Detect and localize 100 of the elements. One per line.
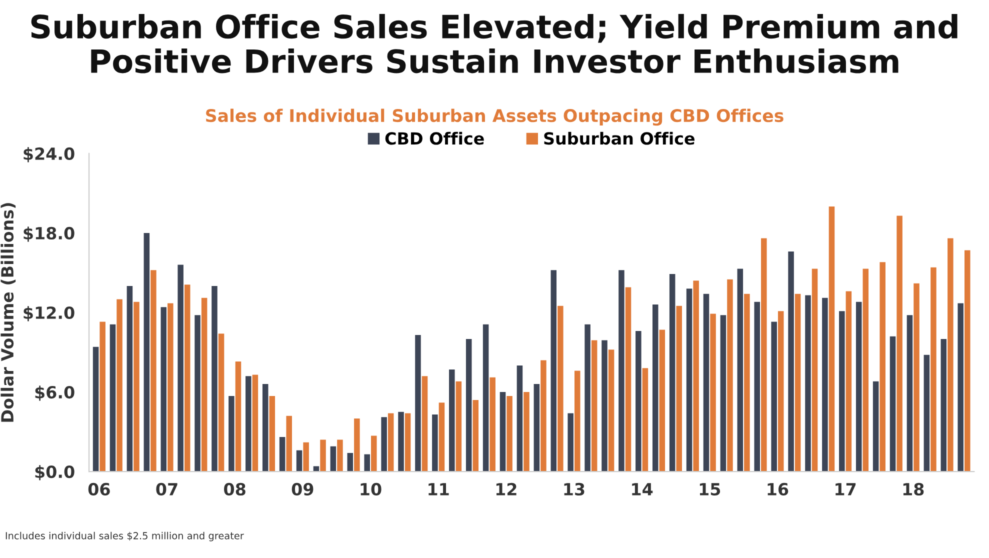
bar — [727, 279, 733, 472]
bar — [116, 299, 122, 472]
bar — [303, 442, 309, 472]
bar — [880, 262, 886, 472]
bar — [320, 440, 326, 472]
bar — [608, 350, 614, 472]
bar — [568, 413, 574, 472]
bar — [686, 288, 692, 472]
legend-label: Suburban Office — [544, 132, 694, 145]
bar — [371, 436, 377, 472]
bar — [100, 322, 106, 472]
bar — [228, 396, 234, 472]
bar — [472, 400, 479, 472]
bar — [659, 330, 666, 472]
bar — [252, 374, 258, 472]
bar — [856, 302, 862, 472]
bar — [364, 454, 370, 472]
bar — [839, 311, 845, 472]
bar — [693, 280, 699, 472]
bar — [754, 302, 760, 472]
bar — [160, 307, 167, 472]
bar — [279, 437, 286, 472]
bar — [500, 392, 506, 472]
bar — [958, 303, 964, 472]
bar — [676, 306, 682, 472]
bar — [422, 376, 428, 472]
bar — [761, 238, 767, 472]
bar — [703, 294, 710, 472]
bar — [354, 418, 360, 472]
bar — [404, 413, 411, 472]
bar — [184, 284, 190, 472]
text: Includes individual sales $2.5 million and greater — [6, 532, 244, 542]
bar — [269, 396, 276, 472]
bar — [506, 396, 512, 472]
bar — [92, 346, 99, 472]
bar — [286, 416, 292, 472]
bar — [846, 291, 852, 472]
x-tick-label: 15 — [700, 483, 720, 496]
bar — [168, 303, 174, 472]
bar — [550, 270, 557, 472]
bar — [906, 315, 913, 472]
bar — [482, 324, 489, 472]
x-tick-label: 07 — [156, 482, 178, 496]
bar — [296, 450, 302, 472]
bar — [134, 302, 140, 472]
chart-title: Suburban Office Sales Elevated; Yield Premium and Positive Drivers Sustain Investor Enthusiasm — [31, 14, 958, 74]
bar — [794, 294, 801, 472]
x-tick-label: 09 — [292, 482, 314, 496]
bar — [710, 314, 716, 472]
bar — [524, 392, 530, 472]
bar — [456, 381, 462, 472]
bar — [218, 334, 224, 472]
bar — [788, 252, 794, 472]
bar — [778, 311, 784, 472]
bar — [574, 370, 580, 472]
bar — [337, 440, 343, 472]
bar — [235, 362, 242, 472]
bar — [490, 377, 496, 472]
bar — [388, 413, 394, 472]
bar — [636, 331, 642, 472]
bar — [246, 376, 252, 472]
legend-label: CBD Office — [385, 132, 484, 145]
bar — [398, 412, 404, 472]
bar — [805, 295, 811, 472]
bar — [812, 268, 818, 472]
bar — [201, 298, 208, 472]
x-tick-label: 17 — [836, 483, 856, 496]
bar — [618, 270, 624, 472]
chart-subtitle: Sales of Individual Suburban Assets Outpacing CBD Offices — [206, 108, 784, 126]
bar — [584, 324, 590, 472]
bar — [449, 369, 455, 472]
bar — [948, 238, 954, 472]
bar — [737, 268, 744, 472]
bar — [642, 368, 648, 472]
x-tick-label: 11 — [428, 483, 449, 496]
bar — [625, 287, 632, 472]
bar — [381, 417, 387, 472]
x-tick-label: 10 — [360, 482, 382, 496]
bar — [890, 336, 896, 472]
bar — [828, 206, 835, 472]
bar — [930, 267, 936, 472]
x-tick-label: 12 — [496, 482, 516, 496]
bar — [150, 270, 156, 472]
y-tick-label: $12.0 — [24, 306, 74, 322]
bar — [669, 274, 676, 472]
bar — [262, 384, 268, 472]
bar — [516, 365, 523, 472]
bar — [110, 324, 116, 472]
bar — [602, 340, 608, 472]
bar — [771, 322, 777, 472]
bar — [862, 268, 869, 472]
bar — [872, 381, 879, 472]
bar — [720, 315, 726, 472]
bar — [432, 414, 438, 472]
bar — [534, 384, 540, 472]
bar — [914, 283, 920, 472]
bar — [822, 298, 828, 472]
bar — [178, 264, 184, 472]
x-tick-label: 14 — [632, 483, 653, 496]
bar — [744, 294, 750, 472]
